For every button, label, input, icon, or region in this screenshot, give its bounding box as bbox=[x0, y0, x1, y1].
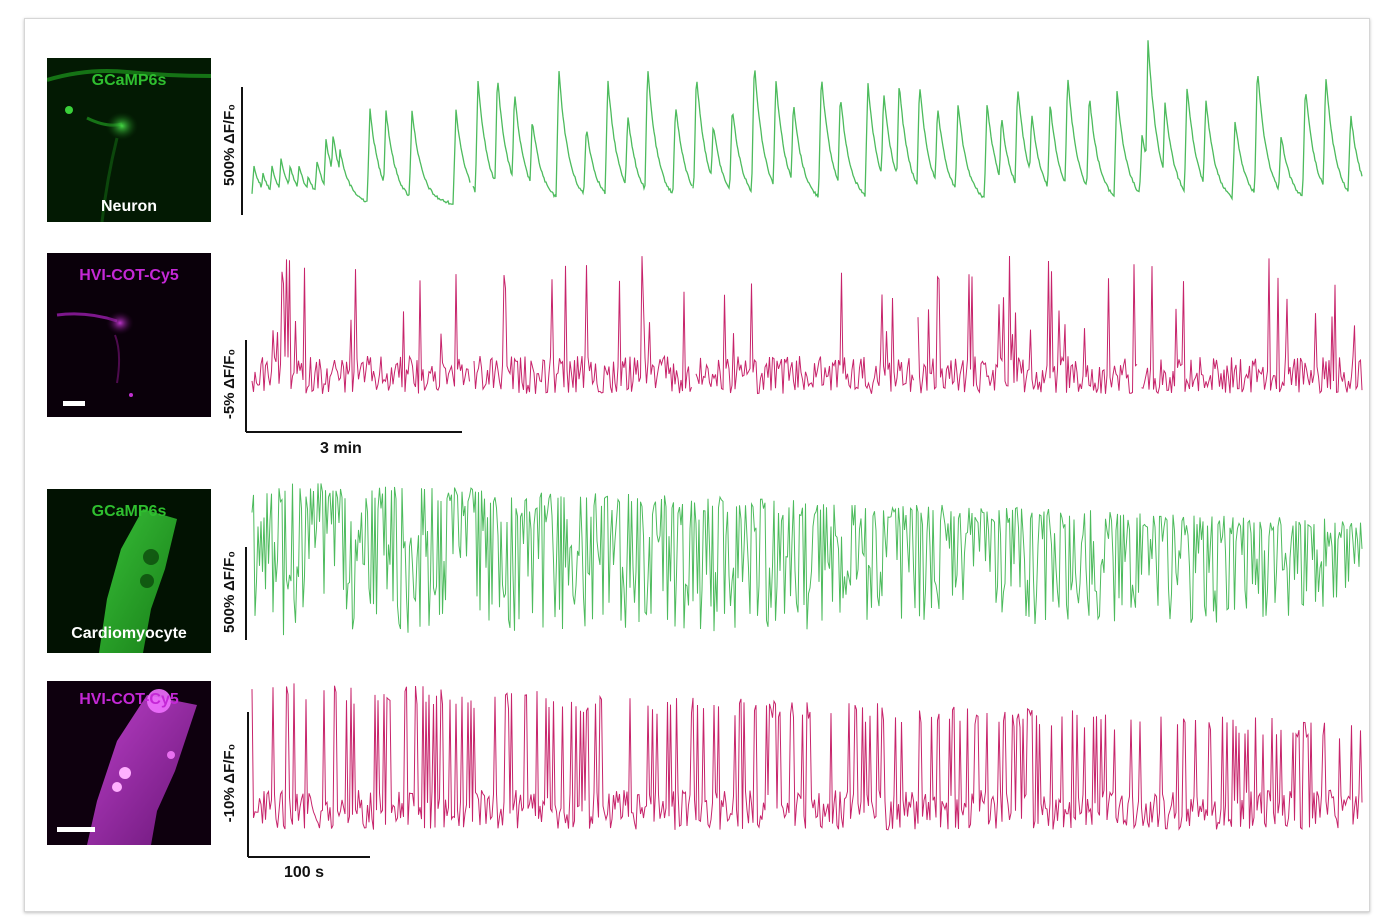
neuron-hvi-trace bbox=[251, 255, 1363, 395]
neuron-hvi-probe-label: HVI-COT-Cy5 bbox=[79, 267, 179, 284]
neuron-hvi-cell-shape bbox=[47, 253, 211, 417]
neuron-image-scalebar bbox=[63, 401, 85, 406]
cardio-hvi-probe-label: HVI-COT-Cy5 bbox=[79, 691, 179, 708]
cardio-gcamp-trace bbox=[251, 483, 1363, 636]
neuron-gcamp-probe-label: GCaMP6s bbox=[91, 72, 167, 89]
neuron-gcamp-trace bbox=[251, 40, 1363, 205]
cardio-gcamp-image: GCaMP6s Cardiomyocyte bbox=[47, 489, 211, 653]
cardio-hvi-image: HVI-COT-Cy5 bbox=[47, 681, 211, 845]
cardio-cell-label: Cardiomyocyte bbox=[71, 625, 187, 642]
cardio-gcamp-probe-label: GCaMP6s bbox=[91, 503, 167, 520]
neuron-gcamp-image: GCaMP6s Neuron bbox=[47, 58, 211, 222]
neuron-time-scale-label: 3 min bbox=[320, 440, 362, 457]
neuron-cell-label: Neuron bbox=[101, 198, 157, 215]
cardio-hvi-trace bbox=[251, 683, 1363, 831]
neuron-gcamp-cell-shape bbox=[47, 58, 211, 222]
cardio-hvi-cell-shape bbox=[47, 681, 211, 845]
cardio-gcamp-cell-shape bbox=[47, 489, 211, 653]
cardio-image-scalebar bbox=[57, 827, 95, 832]
neuron-hvi-image: HVI-COT-Cy5 bbox=[47, 253, 211, 417]
cardio-time-scale-label: 100 s bbox=[284, 864, 325, 881]
scale-bars bbox=[241, 87, 462, 858]
